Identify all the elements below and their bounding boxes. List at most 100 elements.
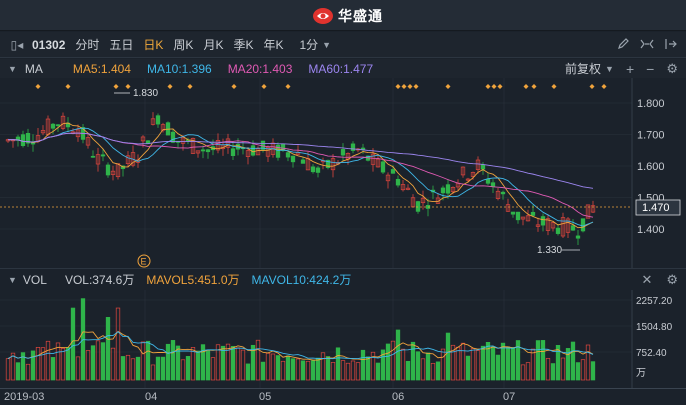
price-tick: 1.600 <box>637 161 665 173</box>
volume-bar <box>55 342 61 381</box>
price-tick: 1.700 <box>637 130 665 142</box>
candle-body <box>485 178 491 184</box>
add-icon[interactable]: + <box>625 60 635 77</box>
event-e-marker: E <box>137 254 151 268</box>
volume-bar <box>390 340 396 381</box>
volume-bar <box>495 354 501 381</box>
ma10-line <box>7 127 594 227</box>
volume-bar <box>190 347 196 381</box>
candle-body <box>510 211 516 215</box>
mavol10-value: MAVOL10:424.2万 <box>251 273 352 287</box>
chevron-down-icon[interactable]: ▼ <box>8 274 17 285</box>
volume-bar <box>60 348 66 381</box>
volume-bar <box>465 355 471 381</box>
volume-bar <box>300 360 306 381</box>
ma20-value: MA20:1.403 <box>227 61 293 76</box>
close-icon[interactable]: ✕ <box>641 272 653 287</box>
volume-bar <box>580 359 586 381</box>
vol-tick-3: 752.40 <box>636 348 667 359</box>
candle-body <box>150 118 156 125</box>
time-label-apr: 04 <box>145 391 158 403</box>
volume-axis: 2257.20 1504.80 752.40 万 <box>636 296 673 379</box>
tab-quarterly-k[interactable]: 季K <box>233 38 254 52</box>
volume-bar <box>135 356 141 381</box>
volume-bar <box>120 356 126 381</box>
volume-legend: ▼ VOL VOL:374.6万 MAVOL5:451.0万 MAVOL10:4… <box>0 268 686 290</box>
volume-bar <box>275 355 281 381</box>
volume-chart[interactable]: 2257.20 1504.80 752.40 万 <box>0 290 686 388</box>
volume-bar <box>385 343 391 381</box>
volume-bar <box>140 341 146 381</box>
expand-panel-icon[interactable] <box>664 36 678 52</box>
volume-bar <box>515 340 521 381</box>
volume-bar <box>20 352 26 381</box>
candle-body <box>545 218 551 231</box>
candle-body <box>470 172 476 177</box>
volume-bar <box>200 344 206 381</box>
volume-bar <box>320 352 326 381</box>
settings-icon[interactable]: ⚙ <box>666 272 678 287</box>
candle-body <box>575 235 581 239</box>
tab-weekly-k[interactable]: 周K <box>173 38 194 52</box>
volume-bar <box>355 362 361 381</box>
volume-bar <box>95 340 101 381</box>
settings-icon[interactable]: ⚙ <box>666 60 678 76</box>
event-diamond <box>491 84 497 89</box>
candle-body <box>155 115 161 125</box>
ma20-line <box>7 132 594 218</box>
volume-bar <box>415 351 421 381</box>
volume-bar <box>575 362 581 381</box>
candle-body <box>285 152 291 158</box>
tab-five-day[interactable]: 五日 <box>109 38 134 52</box>
tab-timeshare[interactable]: 分时 <box>75 38 100 52</box>
event-diamond <box>485 84 491 89</box>
fullscreen-icon[interactable] <box>640 36 654 52</box>
adjust-select[interactable]: 前复权 ▼ <box>565 60 614 77</box>
candle-body <box>445 184 451 194</box>
volume-bar <box>445 332 451 381</box>
time-label-jun: 06 <box>392 391 405 403</box>
volume-bar <box>30 350 36 381</box>
candle-body <box>265 146 271 157</box>
chevron-down-icon[interactable]: ▼ <box>8 63 17 74</box>
volume-bar <box>525 362 531 381</box>
volume-bar <box>430 362 436 381</box>
volume-bar <box>460 342 466 381</box>
volume-bar <box>160 356 166 381</box>
candle-body <box>480 164 486 170</box>
minus-icon[interactable]: − <box>646 60 655 77</box>
volume-bar <box>65 347 71 381</box>
candle-body <box>395 178 401 186</box>
volume-bar <box>155 356 161 381</box>
volume-bar <box>235 347 241 381</box>
volume-bar <box>125 354 131 381</box>
candle-body <box>255 148 261 156</box>
volume-bar <box>400 348 406 381</box>
tab-yearly-k[interactable]: 年K <box>263 38 284 52</box>
volume-bar <box>380 349 386 381</box>
collapse-panel-icon[interactable]: ▯◂ <box>10 37 24 52</box>
tab-daily-k[interactable]: 日K <box>143 38 164 52</box>
tab-monthly-k[interactable]: 月K <box>203 38 224 52</box>
volume-bar <box>265 352 271 381</box>
event-markers <box>35 84 607 89</box>
interval-value: 1分 <box>299 38 319 52</box>
volume-bar <box>420 358 426 381</box>
candle-body <box>110 170 116 175</box>
candle-body <box>535 224 541 227</box>
interval-select[interactable]: 1分 ▼ <box>299 36 331 53</box>
event-diamond <box>187 84 193 89</box>
volume-bar <box>110 347 116 381</box>
volume-bar <box>345 362 351 381</box>
candle-body <box>40 130 46 134</box>
volume-bar <box>280 360 286 381</box>
pen-icon[interactable] <box>616 36 630 52</box>
candle-body <box>400 184 406 191</box>
event-diamond <box>413 84 419 89</box>
candle-body <box>105 164 111 176</box>
event-diamond <box>445 84 451 89</box>
volume-bar <box>40 347 46 381</box>
volume-bar <box>130 358 136 381</box>
volume-bar <box>145 340 151 381</box>
